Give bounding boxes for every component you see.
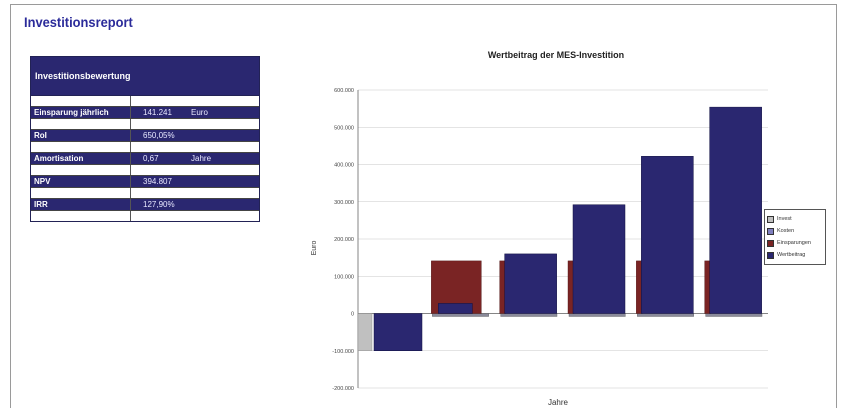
- table-row: RoI 650,05%: [31, 130, 259, 142]
- kosten-bar: [432, 313, 489, 317]
- wertbeitrag-bar: [709, 106, 762, 314]
- row-unit: [191, 130, 259, 141]
- chart-title: Wertbeitrag der MES-Investition: [487, 50, 625, 60]
- row-value: 127,90%: [143, 200, 175, 209]
- row-unit: Euro: [191, 108, 208, 117]
- y-tick-label: -100.000: [332, 349, 354, 355]
- kosten-bar: [637, 313, 694, 317]
- legend-item-wertbeitrag: Wertbeitrag: [767, 249, 823, 261]
- legend-swatch: [767, 215, 774, 223]
- legend-label: Invest: [777, 216, 792, 222]
- kosten-bar: [500, 313, 558, 317]
- row-unit: [191, 176, 259, 187]
- y-tick-label: 600.000: [334, 88, 354, 94]
- table-row: NPV 394.807: [31, 176, 259, 188]
- legend-label: Kosten: [777, 228, 795, 234]
- row-unit: [191, 199, 259, 210]
- wertbeitrag-bar: [572, 204, 626, 314]
- row-value: 0,67: [143, 154, 159, 163]
- invest-bar: [357, 313, 373, 351]
- legend-item-invest: Invest: [767, 213, 823, 225]
- y-tick-label: 400.000: [334, 163, 354, 169]
- legend-swatch: [767, 239, 774, 247]
- wertbeitrag-bar: [641, 156, 694, 314]
- legend-item-einsparungen: Einsparungen: [767, 237, 823, 249]
- x-axis-label: Jahre: [548, 398, 569, 407]
- wertbeitrag-bar: [504, 253, 557, 314]
- table-spacer-row: [31, 211, 259, 221]
- chart-legend: Invest Kosten Einsparungen Wertbeitrag: [764, 209, 826, 265]
- row-label: Einsparung jährlich: [31, 107, 131, 118]
- evaluation-table: Investitionsbewertung Einsparung jährlic…: [30, 56, 260, 222]
- wertbeitrag-bar: [438, 303, 473, 314]
- row-label: Amortisation: [31, 153, 131, 164]
- table-spacer-row: [31, 142, 259, 153]
- row-value: 394.807: [143, 177, 172, 186]
- legend-swatch: [767, 251, 774, 259]
- report-title: Investitionsreport: [24, 14, 133, 30]
- kosten-bar: [568, 313, 626, 317]
- table-spacer-row: [31, 96, 259, 107]
- table-row: Amortisation 0,67 Jahre: [31, 153, 259, 165]
- y-axis-label: Euro: [311, 241, 318, 256]
- y-tick-label: -200.000: [332, 386, 354, 392]
- bar-chart: -200.000 -100.000 0 100.000 200.000 300.000 40…: [311, 88, 768, 407]
- legend-label: Wertbeitrag: [777, 252, 806, 258]
- y-tick-label: 300.000: [334, 200, 354, 206]
- wertbeitrag-bar: [373, 313, 423, 351]
- table-spacer-row: [31, 119, 259, 130]
- legend-label: Einsparungen: [777, 240, 811, 246]
- legend-swatch: [767, 227, 774, 235]
- row-label: NPV: [31, 176, 131, 187]
- row-label: IRR: [31, 199, 131, 210]
- row-unit: Jahre: [191, 154, 212, 163]
- y-tick-label: 200.000: [334, 237, 354, 243]
- table-row: Einsparung jährlich 141.241 Euro: [31, 107, 259, 119]
- chart-bars: [357, 106, 763, 351]
- y-tick-label: 500.000: [334, 125, 354, 131]
- table-row: IRR 127,90%: [31, 199, 259, 211]
- legend-item-kosten: Kosten: [767, 225, 823, 237]
- table-spacer-row: [31, 188, 259, 199]
- kosten-bar: [705, 313, 763, 317]
- y-tick-label: 0: [351, 312, 354, 318]
- table-header: Investitionsbewertung: [31, 57, 259, 96]
- table-spacer-row: [31, 165, 259, 176]
- row-value: 141.241: [143, 108, 172, 117]
- row-value: 650,05%: [143, 131, 175, 140]
- y-tick-label: 100.000: [334, 274, 354, 280]
- y-tick-labels: -200.000 -100.000 0 100.000 200.000 300.000 40…: [332, 88, 354, 392]
- row-label: RoI: [31, 130, 131, 141]
